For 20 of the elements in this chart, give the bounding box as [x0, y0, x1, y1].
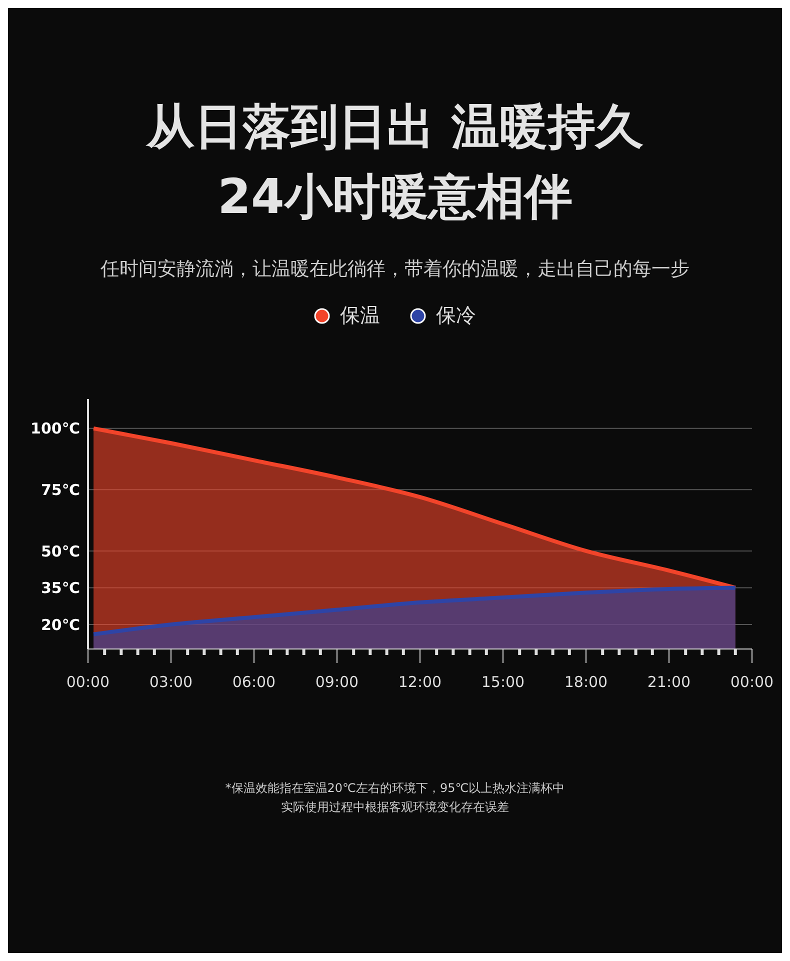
- chart-title: 从日落到日出 温暖持久 24小时暖意相伴: [144, 98, 644, 227]
- legend-label: 保温: [339, 302, 380, 329]
- y-tick-label: 100℃: [30, 420, 80, 438]
- x-tick-label: 00:00: [730, 673, 774, 691]
- text: 实际使用过程中根据客观环境变化存在误差: [280, 799, 510, 816]
- legend-label: 保冷: [435, 302, 476, 329]
- x-tick-label: 18:00: [564, 673, 608, 691]
- y-tick-label: 50℃: [40, 542, 80, 560]
- x-tick-label: 03:00: [149, 673, 193, 691]
- x-tick-label: 12:00: [398, 673, 442, 691]
- y-tick-label: 35℃: [40, 579, 80, 598]
- chart-subtitle: 任时间安静流淌，让温暖在此徜徉，带着你的温暖，走出自己的每一步: [100, 257, 690, 282]
- y-tick-label: 75℃: [40, 481, 80, 500]
- x-tick-label: 15:00: [481, 673, 525, 691]
- text: *保温效能指在室温20℃左右的环境下，95℃以上热水注满杯中: [224, 780, 566, 797]
- x-tick-label: 09:00: [315, 673, 359, 691]
- y-tick-label: 20℃: [40, 616, 80, 634]
- x-tick-label: 21:00: [647, 673, 691, 691]
- x-tick-label: 00:00: [66, 673, 110, 691]
- x-tick-label: 06:00: [232, 673, 276, 691]
